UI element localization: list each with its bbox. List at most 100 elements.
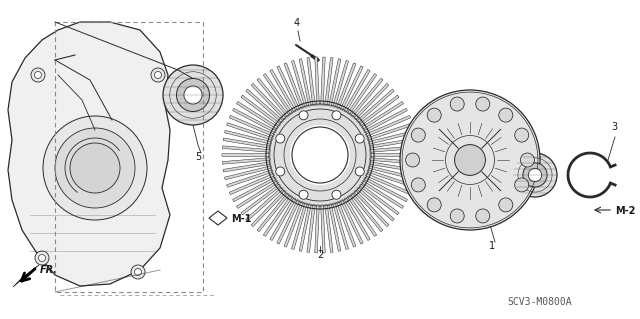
- Polygon shape: [232, 177, 276, 202]
- Polygon shape: [270, 70, 296, 112]
- Circle shape: [513, 153, 557, 197]
- Polygon shape: [241, 184, 281, 215]
- Circle shape: [70, 143, 120, 193]
- Polygon shape: [315, 205, 319, 253]
- Polygon shape: [246, 187, 284, 221]
- Circle shape: [151, 68, 165, 82]
- Polygon shape: [362, 101, 403, 130]
- Circle shape: [332, 190, 341, 199]
- Polygon shape: [365, 174, 411, 195]
- Circle shape: [515, 178, 529, 192]
- Circle shape: [412, 178, 426, 192]
- Circle shape: [476, 97, 490, 111]
- Text: 5: 5: [524, 122, 530, 132]
- Circle shape: [332, 111, 341, 120]
- Circle shape: [276, 167, 285, 176]
- Polygon shape: [370, 158, 418, 164]
- Polygon shape: [321, 57, 325, 105]
- Polygon shape: [329, 59, 341, 106]
- Circle shape: [134, 269, 141, 276]
- Text: 1: 1: [489, 241, 495, 251]
- Polygon shape: [13, 265, 39, 287]
- Polygon shape: [351, 193, 383, 232]
- Polygon shape: [364, 108, 408, 133]
- Polygon shape: [340, 200, 363, 244]
- Polygon shape: [359, 184, 399, 215]
- Polygon shape: [257, 78, 289, 117]
- Polygon shape: [241, 95, 281, 126]
- Polygon shape: [333, 203, 349, 249]
- Polygon shape: [324, 57, 333, 106]
- Polygon shape: [225, 166, 272, 180]
- Text: M-1: M-1: [231, 214, 252, 224]
- Polygon shape: [337, 201, 356, 247]
- Circle shape: [515, 128, 529, 142]
- Polygon shape: [263, 74, 292, 115]
- Circle shape: [450, 97, 464, 111]
- Circle shape: [131, 265, 145, 279]
- Polygon shape: [8, 22, 170, 286]
- Polygon shape: [307, 57, 316, 106]
- Text: FR.: FR.: [40, 265, 58, 275]
- Polygon shape: [367, 123, 413, 140]
- Circle shape: [55, 128, 135, 208]
- Polygon shape: [223, 162, 271, 172]
- Circle shape: [499, 108, 513, 122]
- Text: SCV3-M0800A: SCV3-M0800A: [508, 297, 572, 307]
- Polygon shape: [246, 89, 284, 123]
- Polygon shape: [329, 204, 341, 251]
- Polygon shape: [209, 211, 227, 225]
- Text: 2: 2: [317, 250, 323, 260]
- Polygon shape: [299, 59, 311, 106]
- Polygon shape: [229, 115, 275, 137]
- Polygon shape: [251, 84, 286, 120]
- Polygon shape: [367, 170, 413, 187]
- Polygon shape: [232, 108, 276, 133]
- Circle shape: [412, 128, 426, 142]
- Polygon shape: [369, 162, 417, 172]
- Polygon shape: [251, 190, 286, 226]
- Polygon shape: [277, 66, 300, 110]
- Polygon shape: [368, 166, 415, 180]
- Circle shape: [292, 127, 348, 183]
- Polygon shape: [369, 138, 417, 148]
- Polygon shape: [266, 101, 374, 209]
- Polygon shape: [257, 193, 289, 232]
- Polygon shape: [222, 158, 270, 164]
- Bar: [55, 22, 203, 292]
- Polygon shape: [368, 130, 415, 144]
- Polygon shape: [263, 196, 292, 236]
- Polygon shape: [222, 146, 270, 152]
- Polygon shape: [324, 204, 333, 252]
- Circle shape: [31, 68, 45, 82]
- Circle shape: [406, 153, 420, 167]
- Circle shape: [38, 255, 45, 262]
- Polygon shape: [354, 84, 389, 120]
- Polygon shape: [370, 146, 418, 152]
- Circle shape: [529, 168, 541, 182]
- Circle shape: [355, 134, 364, 143]
- Polygon shape: [356, 187, 394, 221]
- Circle shape: [499, 198, 513, 212]
- Polygon shape: [344, 198, 370, 241]
- Polygon shape: [299, 204, 311, 251]
- Polygon shape: [348, 74, 377, 115]
- Polygon shape: [225, 130, 272, 144]
- Polygon shape: [321, 205, 325, 253]
- Polygon shape: [370, 154, 418, 156]
- Polygon shape: [222, 154, 270, 156]
- Polygon shape: [284, 63, 303, 109]
- Circle shape: [43, 116, 147, 220]
- Polygon shape: [277, 200, 300, 244]
- Polygon shape: [307, 204, 316, 252]
- Circle shape: [154, 71, 161, 78]
- Polygon shape: [315, 57, 319, 105]
- Circle shape: [400, 90, 540, 230]
- Polygon shape: [333, 61, 349, 108]
- Polygon shape: [291, 61, 307, 108]
- Circle shape: [299, 111, 308, 120]
- Circle shape: [184, 86, 202, 104]
- Polygon shape: [229, 174, 275, 195]
- Circle shape: [35, 251, 49, 265]
- Circle shape: [35, 71, 42, 78]
